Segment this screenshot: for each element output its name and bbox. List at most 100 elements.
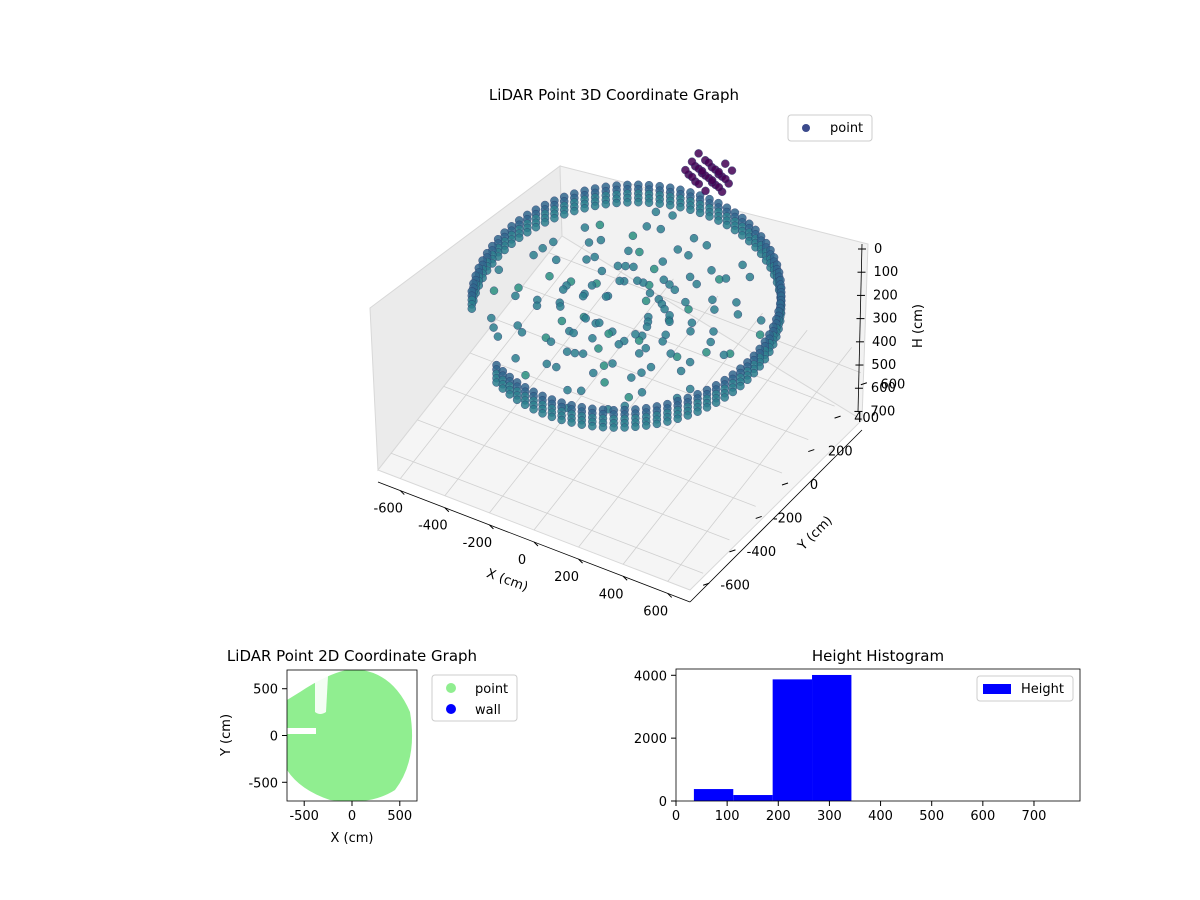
z-tick-label-3d: 600 (871, 381, 896, 396)
point-marker-3d (704, 158, 713, 167)
point-marker-3d (589, 368, 598, 378)
z-tick-label-3d: 200 (873, 288, 898, 303)
point-marker-3d (634, 336, 644, 345)
point-marker-3d (634, 197, 643, 207)
point-marker-3d (665, 280, 674, 289)
y-tick-label-3d: -400 (747, 545, 777, 560)
point-marker-3d (631, 330, 640, 339)
point-marker-3d (552, 362, 561, 372)
legend-2d: point wall (431, 674, 518, 722)
histogram-x-tick-label: 500 (919, 809, 944, 824)
z-tick-label-3d: 500 (871, 358, 896, 373)
z-tick-label-3d: 300 (872, 312, 897, 327)
point-marker-3d (545, 271, 554, 281)
point-marker-3d (590, 201, 600, 211)
y-tick-label-3d: -200 (773, 511, 803, 526)
histogram-legend-label: Height (1021, 682, 1064, 697)
point-marker-3d (670, 285, 680, 295)
point-marker-3d (511, 291, 520, 301)
y-axis-label-2d: Y (cm) (219, 714, 234, 757)
point-marker-3d (644, 198, 654, 207)
x-tick-label-3d: 0 (518, 553, 526, 568)
point-marker-3d (702, 348, 711, 357)
point-marker-3d (580, 204, 589, 213)
x-tick-mark-3d (533, 541, 539, 547)
point-marker-3d (623, 198, 632, 207)
point-marker-3d (719, 350, 729, 360)
point-marker-3d (714, 167, 723, 177)
point-marker-3d (694, 179, 704, 189)
histogram-bars (693, 674, 852, 801)
histogram-y-ticks: 0 2000 4000 (634, 669, 676, 810)
point-marker-3d (520, 400, 530, 410)
point-marker-3d (547, 412, 557, 422)
point-marker-3d (711, 398, 721, 407)
x-tick-mark-3d (578, 558, 583, 564)
point-marker-3d (598, 422, 608, 432)
y-ticks-2d: -500 0 500 (248, 683, 287, 791)
point-marker-3d (637, 388, 647, 397)
point-marker-3d (512, 395, 522, 405)
point-marker-3d (580, 223, 590, 232)
x-tick-label-3d: -200 (463, 536, 493, 551)
point-marker-3d (540, 218, 550, 227)
point-marker-3d (584, 238, 594, 247)
point-marker-3d (511, 354, 520, 363)
histogram-y-tick-label: 2000 (634, 732, 667, 747)
point-marker-3d (722, 220, 732, 230)
y-ticks-3d: -600 -400 -200 0 200 400 600 (702, 378, 905, 593)
point-marker-3d (714, 216, 723, 225)
point-marker-3d (756, 316, 766, 325)
y-tick-label-2d: -500 (248, 776, 278, 791)
point-marker-3d (588, 421, 597, 431)
point-marker-3d (676, 366, 686, 376)
grid-line (522, 285, 835, 407)
point-marker-3d (686, 205, 695, 215)
histogram-x-tick-label: 400 (868, 809, 893, 824)
point-marker-3d (556, 302, 565, 311)
x-tick-label-3d: -400 (418, 519, 448, 534)
point-marker-3d (590, 252, 599, 262)
legend-3d-frame (787, 114, 873, 142)
point-marker-3d (665, 317, 674, 327)
point-marker-3d (681, 165, 690, 175)
point-marker-3d (642, 222, 652, 231)
point-marker-3d (695, 208, 705, 218)
legend-2d-label-wall: wall (475, 703, 501, 718)
point-marker-3d (521, 370, 530, 380)
point-marker-3d (658, 257, 668, 266)
point-marker-3d (628, 231, 638, 241)
histogram-frame (675, 668, 1081, 802)
point-marker-3d (588, 334, 597, 343)
point-marker-3d (755, 330, 765, 339)
point-marker-3d (550, 213, 559, 223)
point-marker-3d (597, 266, 607, 276)
point-marker-3d (601, 292, 611, 301)
point-marker-3d (523, 228, 532, 237)
histogram-x-tick-label: 100 (715, 809, 740, 824)
point-cloud-3d (467, 149, 786, 432)
point-marker-3d (702, 241, 712, 250)
point-marker-3d (621, 261, 630, 271)
point-marker-3d (635, 247, 644, 257)
point-marker-3d (529, 405, 538, 414)
chart-3d: LiDAR Point 3D Coordinate Graph -600 -400… (369, 86, 926, 619)
point-marker-3d (685, 357, 695, 367)
y-tick-mark-3d (702, 582, 710, 586)
point-marker-3d (551, 255, 561, 265)
point-marker-3d (708, 295, 717, 305)
legend-2d-marker-wall (446, 704, 456, 714)
point-marker-3d (576, 386, 586, 396)
point-marker-3d (642, 322, 652, 332)
x-tick-mark-3d (399, 490, 405, 495)
point-marker-3d (683, 411, 693, 420)
histogram-x-tick-label: 600 (970, 809, 995, 824)
y-tick-label-2d: 0 (270, 730, 278, 745)
histogram-x-tick-label: 0 (672, 809, 680, 824)
point-marker-3d (487, 313, 496, 323)
point-marker-3d (531, 222, 541, 232)
point-marker-3d (581, 314, 590, 323)
z-tick-label-3d: 100 (873, 265, 898, 280)
point-marker-3d (684, 251, 693, 260)
point-marker-3d (570, 206, 579, 216)
